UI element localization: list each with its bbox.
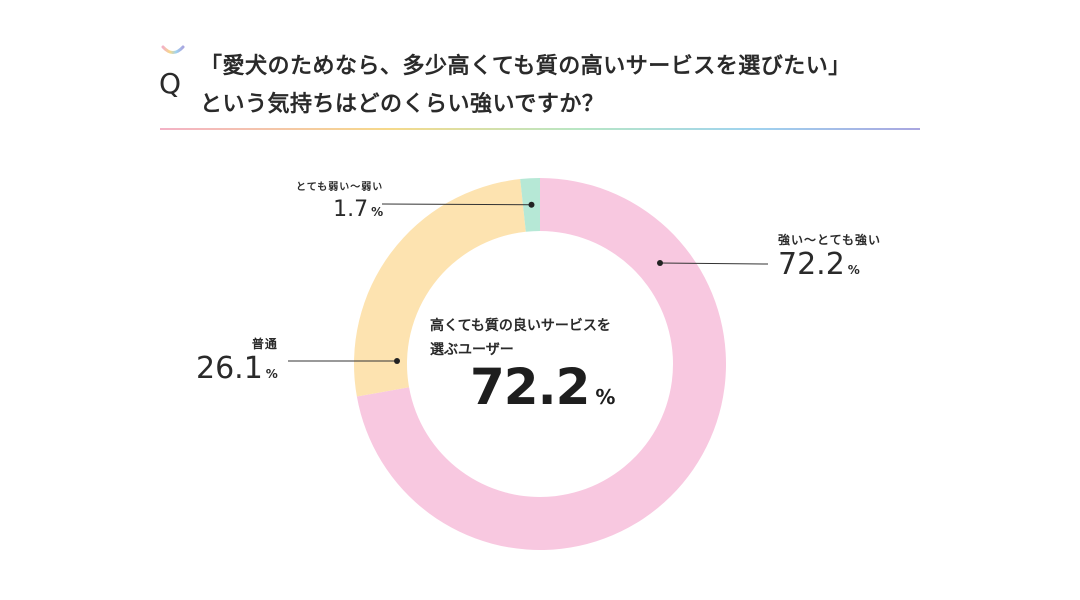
rainbow-arc-icon: [161, 45, 185, 54]
label-weak-name: とても弱い～弱い: [296, 182, 384, 193]
leader-weak: [381, 203, 532, 206]
gradient-divider: [160, 128, 920, 130]
label-normal-name: 普通: [251, 337, 278, 351]
question-mark-icon: Q: [158, 44, 188, 102]
leader-strong-dot: [657, 260, 663, 266]
center-value-unit: %: [595, 385, 616, 409]
question-line-2: という気持ちはどのくらい強いですか？: [200, 92, 605, 117]
leader-strong: [659, 262, 769, 265]
label-weak-unit: %: [371, 205, 384, 219]
label-strong-unit: %: [847, 263, 860, 277]
center-caption: 高くても質の良いサービスを 選ぶユーザー: [430, 314, 650, 362]
center-caption-line-2: 選ぶユーザー: [430, 342, 514, 358]
center-caption-line-1: 高くても質の良いサービスを: [430, 318, 611, 334]
question-title: 「愛犬のためなら、多少高くても質の高いサービスを選びたい」 という気持ちはどのく…: [200, 48, 940, 124]
label-normal: 普通 26.1%: [196, 336, 278, 386]
label-weak-value: 1.7: [333, 197, 369, 222]
leader-weak-dot: [528, 201, 535, 208]
label-strong-value: 72.2: [778, 247, 845, 282]
center-value-number: 72.2: [470, 358, 590, 416]
label-weak: とても弱い～弱い 1.7%: [296, 180, 383, 224]
center-value: 72.2%: [470, 358, 615, 416]
leader-normal-dot: [394, 358, 400, 364]
question-letter: Q: [159, 67, 182, 100]
label-normal-unit: %: [265, 367, 278, 381]
label-strong-name: 強い～とても強い: [778, 233, 882, 247]
label-normal-value: 26.1: [196, 351, 263, 386]
label-strong: 強い～とても強い 72.2%: [778, 232, 881, 282]
slice-normal: [353, 179, 526, 397]
question-line-1: 「愛犬のためなら、多少高くても質の高いサービスを選びたい」: [200, 54, 851, 79]
